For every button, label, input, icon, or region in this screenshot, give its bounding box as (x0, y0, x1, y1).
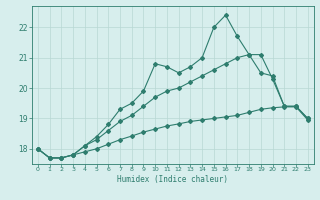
X-axis label: Humidex (Indice chaleur): Humidex (Indice chaleur) (117, 175, 228, 184)
